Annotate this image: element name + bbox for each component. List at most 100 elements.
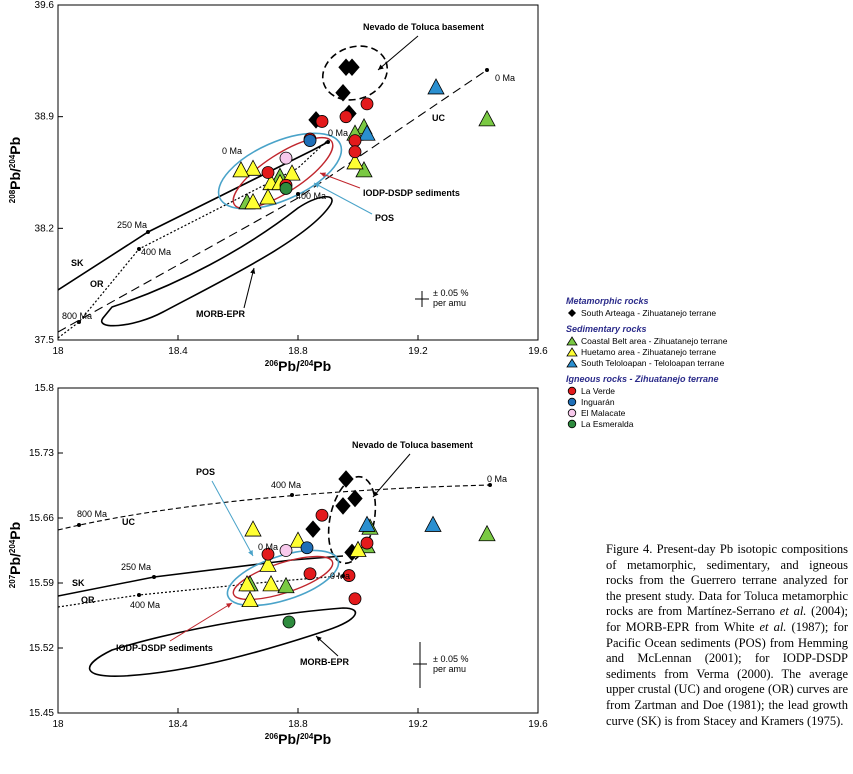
legend-item-label: Coastal Belt area - Zihuatanejo terrane bbox=[581, 335, 728, 346]
legend-group-title: Metamorphic rocks bbox=[566, 296, 649, 306]
bottom-0ma-label-b: 0 Ma bbox=[258, 542, 278, 552]
top-800ma-label: 800 Ma bbox=[62, 311, 92, 321]
legend-triangle-icon bbox=[566, 357, 578, 367]
bottom-point-circle-4-2 bbox=[261, 547, 275, 561]
sk-curve bbox=[58, 555, 344, 597]
legend-item: South Teloloapan - Teloloapan terrane bbox=[566, 357, 786, 368]
bottom-age-dot-3 bbox=[152, 575, 156, 579]
legend-item: Inguarán bbox=[566, 396, 786, 407]
top-age-dot-5 bbox=[296, 192, 300, 196]
top-point-triangle-2-3 bbox=[259, 188, 277, 205]
bottom-age-dot-5 bbox=[341, 574, 345, 578]
bottom-point-diamond-0-3 bbox=[305, 520, 321, 538]
legend-triangle-icon bbox=[566, 335, 578, 345]
legend-item-label: El Malacate bbox=[581, 407, 626, 418]
top-point-triangle-2-1 bbox=[232, 161, 250, 178]
bottom-iodp-label: IODP-DSDP sediments bbox=[116, 643, 213, 653]
bottom-x-tick-label: 18.4 bbox=[168, 719, 188, 730]
bottom-y-axis-label: 207Pb/204Pb bbox=[7, 522, 23, 588]
legend-item: Huetamo area - Zihuatanejo terrane bbox=[566, 346, 786, 357]
top-iodp-arrow bbox=[319, 172, 361, 189]
top-age-dot-3 bbox=[485, 68, 489, 72]
legend-circle-shape bbox=[567, 386, 577, 395]
caption-text-3: (1987); for Pacific Ocean sediments (POS… bbox=[606, 619, 848, 728]
bottom-morb-arrow-head bbox=[316, 636, 322, 642]
bottom-point-circle-7-0 bbox=[282, 615, 296, 629]
bottom-point-circle-5-0 bbox=[300, 541, 314, 555]
top-point-circle-5-0 bbox=[303, 134, 317, 147]
top-point-circle-6-0 bbox=[279, 151, 293, 165]
sk-curve bbox=[58, 141, 329, 291]
top-400ma-label-a: 400 Ma bbox=[141, 247, 171, 257]
morb-epr-field bbox=[100, 196, 333, 327]
legend-circle-shape bbox=[567, 408, 577, 417]
top-nevado-label: Nevado de Toluca basement bbox=[363, 22, 484, 32]
bottom-400ma-label-a: 400 Ma bbox=[271, 480, 301, 490]
bottom-error-label: ± 0.05 % bbox=[433, 654, 468, 664]
top-point-triangle-2-4 bbox=[283, 164, 301, 181]
bottom-800ma-label: 800 Ma bbox=[77, 509, 107, 519]
legend-circle-icon bbox=[567, 386, 577, 395]
top-age-dot-1 bbox=[137, 247, 141, 251]
bottom-age-dot-4 bbox=[137, 593, 141, 597]
top-x-tick-label: 19.6 bbox=[528, 346, 548, 357]
top-morb-arrow bbox=[243, 267, 255, 309]
bottom-x-tick-label: 18 bbox=[52, 719, 64, 730]
top-y-axis-label: 208Pb/204Pb bbox=[7, 137, 23, 203]
legend-triangle-shape bbox=[566, 357, 578, 367]
bottom-age-dot-1 bbox=[290, 493, 294, 497]
caption-etal-1: et al. bbox=[779, 604, 807, 619]
legend-item-label: South Teloloapan - Teloloapan terrane bbox=[581, 357, 725, 368]
top-nevado-arrow-head bbox=[378, 64, 384, 70]
top-y-tick-label: 38.9 bbox=[35, 112, 55, 123]
top-point-circle-4-5 bbox=[348, 145, 362, 159]
bottom-iodp-arrow-head bbox=[226, 603, 232, 609]
top-error-label: ± 0.05 % bbox=[433, 288, 468, 298]
top-uc-0ma-label: 0 Ma bbox=[495, 73, 515, 83]
bottom-point-triangle-2-1 bbox=[289, 531, 307, 548]
legend-circle-icon bbox=[567, 397, 577, 406]
legend-item-label: Inguarán bbox=[581, 396, 615, 407]
bottom-pos-label: POS bbox=[196, 467, 215, 477]
legend-item: La Esmeralda bbox=[566, 418, 786, 429]
bottom-y-tick-label: 15.73 bbox=[29, 448, 54, 459]
top-point-triangle-1-0 bbox=[478, 110, 496, 127]
morb-epr-field bbox=[89, 607, 357, 677]
bottom-point-circle-4-5 bbox=[348, 592, 362, 606]
top-point-circle-4-0 bbox=[360, 97, 374, 111]
bottom-400ma-label-b: 400 Ma bbox=[130, 600, 160, 610]
top-250ma-label: 250 Ma bbox=[117, 220, 147, 230]
top-morb-label: MORB-EPR bbox=[196, 309, 245, 319]
bottom-y-tick-label: 15.45 bbox=[29, 708, 54, 719]
bottom-error-label-2: per amu bbox=[433, 664, 466, 674]
caption-text-1: Figure 4. Present-day Pb isotopic compos… bbox=[606, 542, 848, 619]
top-y-tick-label: 38.2 bbox=[35, 223, 55, 234]
bottom-or-label: OR bbox=[81, 595, 95, 605]
bottom-nevado-label: Nevado de Toluca basement bbox=[352, 440, 473, 450]
bottom-0ma-label-c: 0 Ma bbox=[330, 571, 350, 581]
top-pos-label: POS bbox=[375, 213, 394, 223]
top-point-triangle-3-0 bbox=[427, 78, 445, 95]
top-point-triangle-1-3 bbox=[355, 161, 373, 178]
legend-item-label: La Verde bbox=[581, 385, 616, 396]
top-point-triangle-3-1 bbox=[358, 124, 376, 141]
top-iodp-arrow-head bbox=[320, 172, 326, 178]
bottom-chart-panel: 18 18.4 18.8 19.2 19.6 15.45 15.52 15.59 15.66 15… bbox=[7, 383, 548, 747]
legend-triangle-shape bbox=[566, 335, 578, 345]
legend-triangle-shape bbox=[566, 346, 578, 356]
bottom-y-tick-label: 15.8 bbox=[35, 383, 55, 394]
caption-text-2: (2004); for MORB-EPR from White bbox=[606, 604, 848, 634]
bottom-x-tick-label: 18.8 bbox=[288, 719, 308, 730]
top-point-circle-7-0 bbox=[279, 182, 293, 195]
bottom-point-triangle-1-0 bbox=[478, 524, 496, 542]
top-400ma-label-b: 400 Ma bbox=[296, 191, 326, 201]
top-x-tick-label: 18 bbox=[52, 346, 64, 357]
legend-triangle-icon bbox=[566, 346, 578, 356]
nevado-field bbox=[321, 45, 389, 101]
top-point-circle-4-6 bbox=[261, 166, 275, 179]
legend-item-label: South Arteaga - Zihuatanejo terrane bbox=[581, 307, 717, 318]
bottom-point-triangle-2-2 bbox=[259, 555, 277, 572]
legend-circle-shape bbox=[567, 419, 577, 428]
top-point-triangle-2-0 bbox=[244, 159, 262, 176]
legend-item-label: Huetamo area - Zihuatanejo terrane bbox=[581, 346, 717, 357]
